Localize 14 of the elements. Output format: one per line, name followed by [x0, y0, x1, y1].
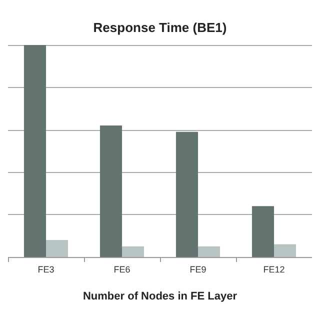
bar — [46, 240, 68, 257]
bar — [252, 206, 274, 257]
bar — [274, 244, 296, 257]
bar — [176, 132, 198, 257]
x-tick-label: FE6 — [114, 264, 130, 274]
x-axis-title: Number of Nodes in FE Layer — [82, 290, 238, 302]
x-tick-label: FE9 — [190, 264, 206, 274]
chart-title: Response Time (BE1) — [93, 20, 227, 35]
bar — [122, 246, 144, 257]
bar — [100, 126, 122, 257]
bar — [198, 246, 220, 257]
bar — [24, 45, 46, 257]
x-tick-label: FE3 — [38, 264, 54, 274]
x-tick-label: FE12 — [263, 264, 285, 274]
